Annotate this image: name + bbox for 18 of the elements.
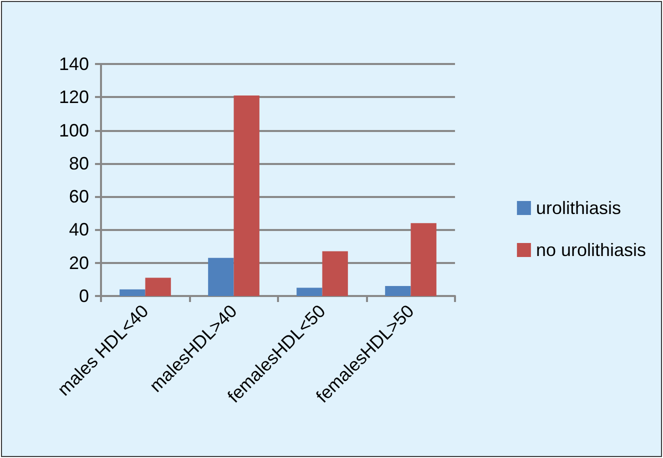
bar [296, 288, 322, 296]
y-tick-label: 100 [58, 120, 89, 140]
y-tick-label: 60 [68, 186, 89, 207]
bar [208, 258, 234, 296]
y-tick-label: 0 [78, 286, 89, 306]
bar [234, 95, 260, 296]
bar [410, 223, 436, 296]
y-tick-label: 20 [68, 252, 89, 273]
y-tick-label: 120 [58, 87, 89, 108]
legend-label: urolithiasis [536, 198, 621, 218]
y-tick-label: 80 [68, 153, 89, 174]
y-tick-label: 140 [58, 54, 89, 74]
bar [385, 286, 411, 296]
bar [322, 251, 348, 296]
bar [120, 289, 146, 296]
bar [145, 278, 171, 296]
legend-label: no urolithiasis [536, 240, 646, 260]
y-tick-label: 40 [68, 220, 89, 240]
